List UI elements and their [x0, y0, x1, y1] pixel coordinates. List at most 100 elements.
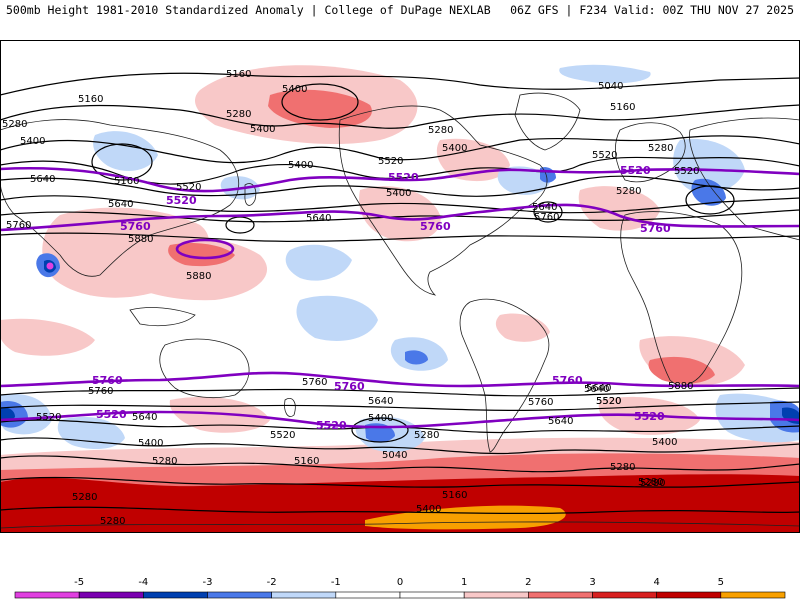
highlight-label: 5520: [96, 408, 127, 421]
color-scale-band: [399, 591, 465, 599]
anomaly-map: 5160 5400 5040 5160 5280 5400 5280 5160 …: [0, 40, 800, 533]
greenland: [514, 92, 581, 151]
contour-label: 5280: [640, 478, 665, 489]
contour-label: 5520: [596, 396, 621, 407]
contour-label: 5280: [414, 430, 439, 441]
contour-label: 5520: [36, 412, 61, 423]
height-contour-labels: 5160 5400 5040 5160 5280 5400 5280 5160 …: [2, 69, 699, 527]
indonesia: [129, 307, 196, 327]
contour-label: 5760: [302, 377, 327, 388]
color-scale-band: [78, 591, 144, 599]
australia: [159, 338, 250, 399]
highlight-label: 5520: [316, 419, 347, 432]
color-scale-band: [656, 591, 722, 599]
contour-label: 5640: [548, 416, 573, 427]
color-scale-tick: -1: [331, 577, 341, 588]
contour-label: 5640: [584, 384, 609, 395]
color-scale-tick: 4: [653, 577, 659, 588]
highlight-contour-labels: 5520 5520 5520 5760 5760 5760 5760 5760 …: [92, 164, 671, 432]
contour-label: 5400: [138, 438, 163, 449]
contour-label: 5760: [6, 220, 31, 231]
color-scale-band: [271, 591, 337, 599]
contour-label: 5400: [416, 504, 441, 515]
contour-label: 5880: [186, 271, 211, 282]
contour-label: 5160: [114, 176, 139, 187]
contour-label: 5520: [596, 396, 621, 407]
negative-anomaly-extreme: [46, 262, 54, 270]
color-scale: -5 -4 -3 -2 -1 0 1 2 3 4 5: [14, 577, 786, 599]
highlight-contours: [0, 166, 800, 429]
highlight-label: 5520: [166, 194, 197, 207]
color-scale-tick: 2: [525, 577, 531, 588]
color-scale-tick: 5: [718, 577, 724, 588]
contour-label: 5280: [72, 492, 97, 503]
contour-label: 5760: [88, 386, 113, 397]
color-scale-tick: 3: [589, 577, 595, 588]
contour-label: 5280: [648, 143, 673, 154]
contour-label: 5640: [30, 174, 55, 185]
color-scale-band: [143, 591, 208, 599]
contour-label: 5160: [78, 94, 103, 105]
north-america: [338, 105, 548, 296]
contour-label: 5520: [176, 182, 201, 193]
contour-label: 5880: [128, 234, 153, 245]
contour-label: 5280: [616, 186, 641, 197]
color-scale-band: [207, 591, 272, 599]
contour-label: 5160: [294, 456, 319, 467]
color-scale-band: [720, 591, 786, 599]
antarctica: [0, 521, 800, 529]
contour-label: 5280: [226, 109, 251, 120]
contour-label: 5760: [528, 397, 553, 408]
color-scale-band: [528, 591, 593, 599]
contour-label: 5040: [598, 81, 623, 92]
contour-label: 5160: [226, 69, 251, 80]
contour-label: 5400: [250, 124, 275, 135]
contour-label: 5640: [132, 412, 157, 423]
contour-label: 5640: [368, 396, 393, 407]
japan: [244, 183, 257, 206]
contour-label: 5400: [652, 437, 677, 448]
color-scale-tick: 0: [397, 577, 403, 588]
contour-label: 5280: [610, 462, 635, 473]
new-zealand: [284, 398, 296, 417]
highlight-label: 5760: [334, 380, 365, 393]
contour-label: 5760: [534, 212, 559, 223]
highlight-label: 5520: [388, 171, 419, 184]
color-scale-tick: -4: [138, 577, 148, 588]
highlight-label: 5760: [552, 374, 583, 387]
contour-label: 5520: [592, 150, 617, 161]
contour-label: 5160: [610, 102, 635, 113]
contour-label: 5280: [2, 119, 27, 130]
color-scale-band: [592, 591, 657, 599]
color-scale-band: [335, 591, 401, 599]
color-scale-tick: -5: [74, 577, 84, 588]
contour-label: 5520: [270, 430, 295, 441]
africa: [620, 211, 743, 386]
highlight-label: 5760: [420, 220, 451, 233]
contour-label: 5520: [674, 166, 699, 177]
contour-label: 5640: [532, 202, 557, 213]
highlight-label: 5760: [640, 222, 671, 235]
color-scale-ticks: -5 -4 -3 -2 -1 0 1 2 3 4 5: [74, 577, 724, 588]
contour-label: 5400: [368, 413, 393, 424]
contour-label: 5400: [386, 188, 411, 199]
contour-label: 5160: [442, 490, 467, 501]
color-scale-tick: -2: [267, 577, 277, 588]
contour-label: 5640: [306, 213, 331, 224]
highlight-label: 5760: [92, 374, 123, 387]
contour-label: 5280: [428, 125, 453, 136]
color-scale-band: [14, 591, 80, 599]
color-scale-tick: -3: [203, 577, 213, 588]
color-scale-tick: 1: [461, 577, 467, 588]
south-america: [459, 298, 550, 453]
contour-label: 5400: [20, 136, 45, 147]
highlight-label: 5760: [120, 220, 151, 233]
contour-label: 5280: [638, 477, 663, 488]
contour-label: 5640: [108, 199, 133, 210]
anomaly-shading: [0, 64, 800, 533]
contour-label: 5520: [378, 156, 403, 167]
contour-label: 5040: [382, 450, 407, 461]
contour-label: 5400: [442, 143, 467, 154]
contour-label: 5280: [100, 516, 125, 527]
map-title: 500mb Height 1981-2010 Standardized Anom…: [6, 3, 491, 17]
